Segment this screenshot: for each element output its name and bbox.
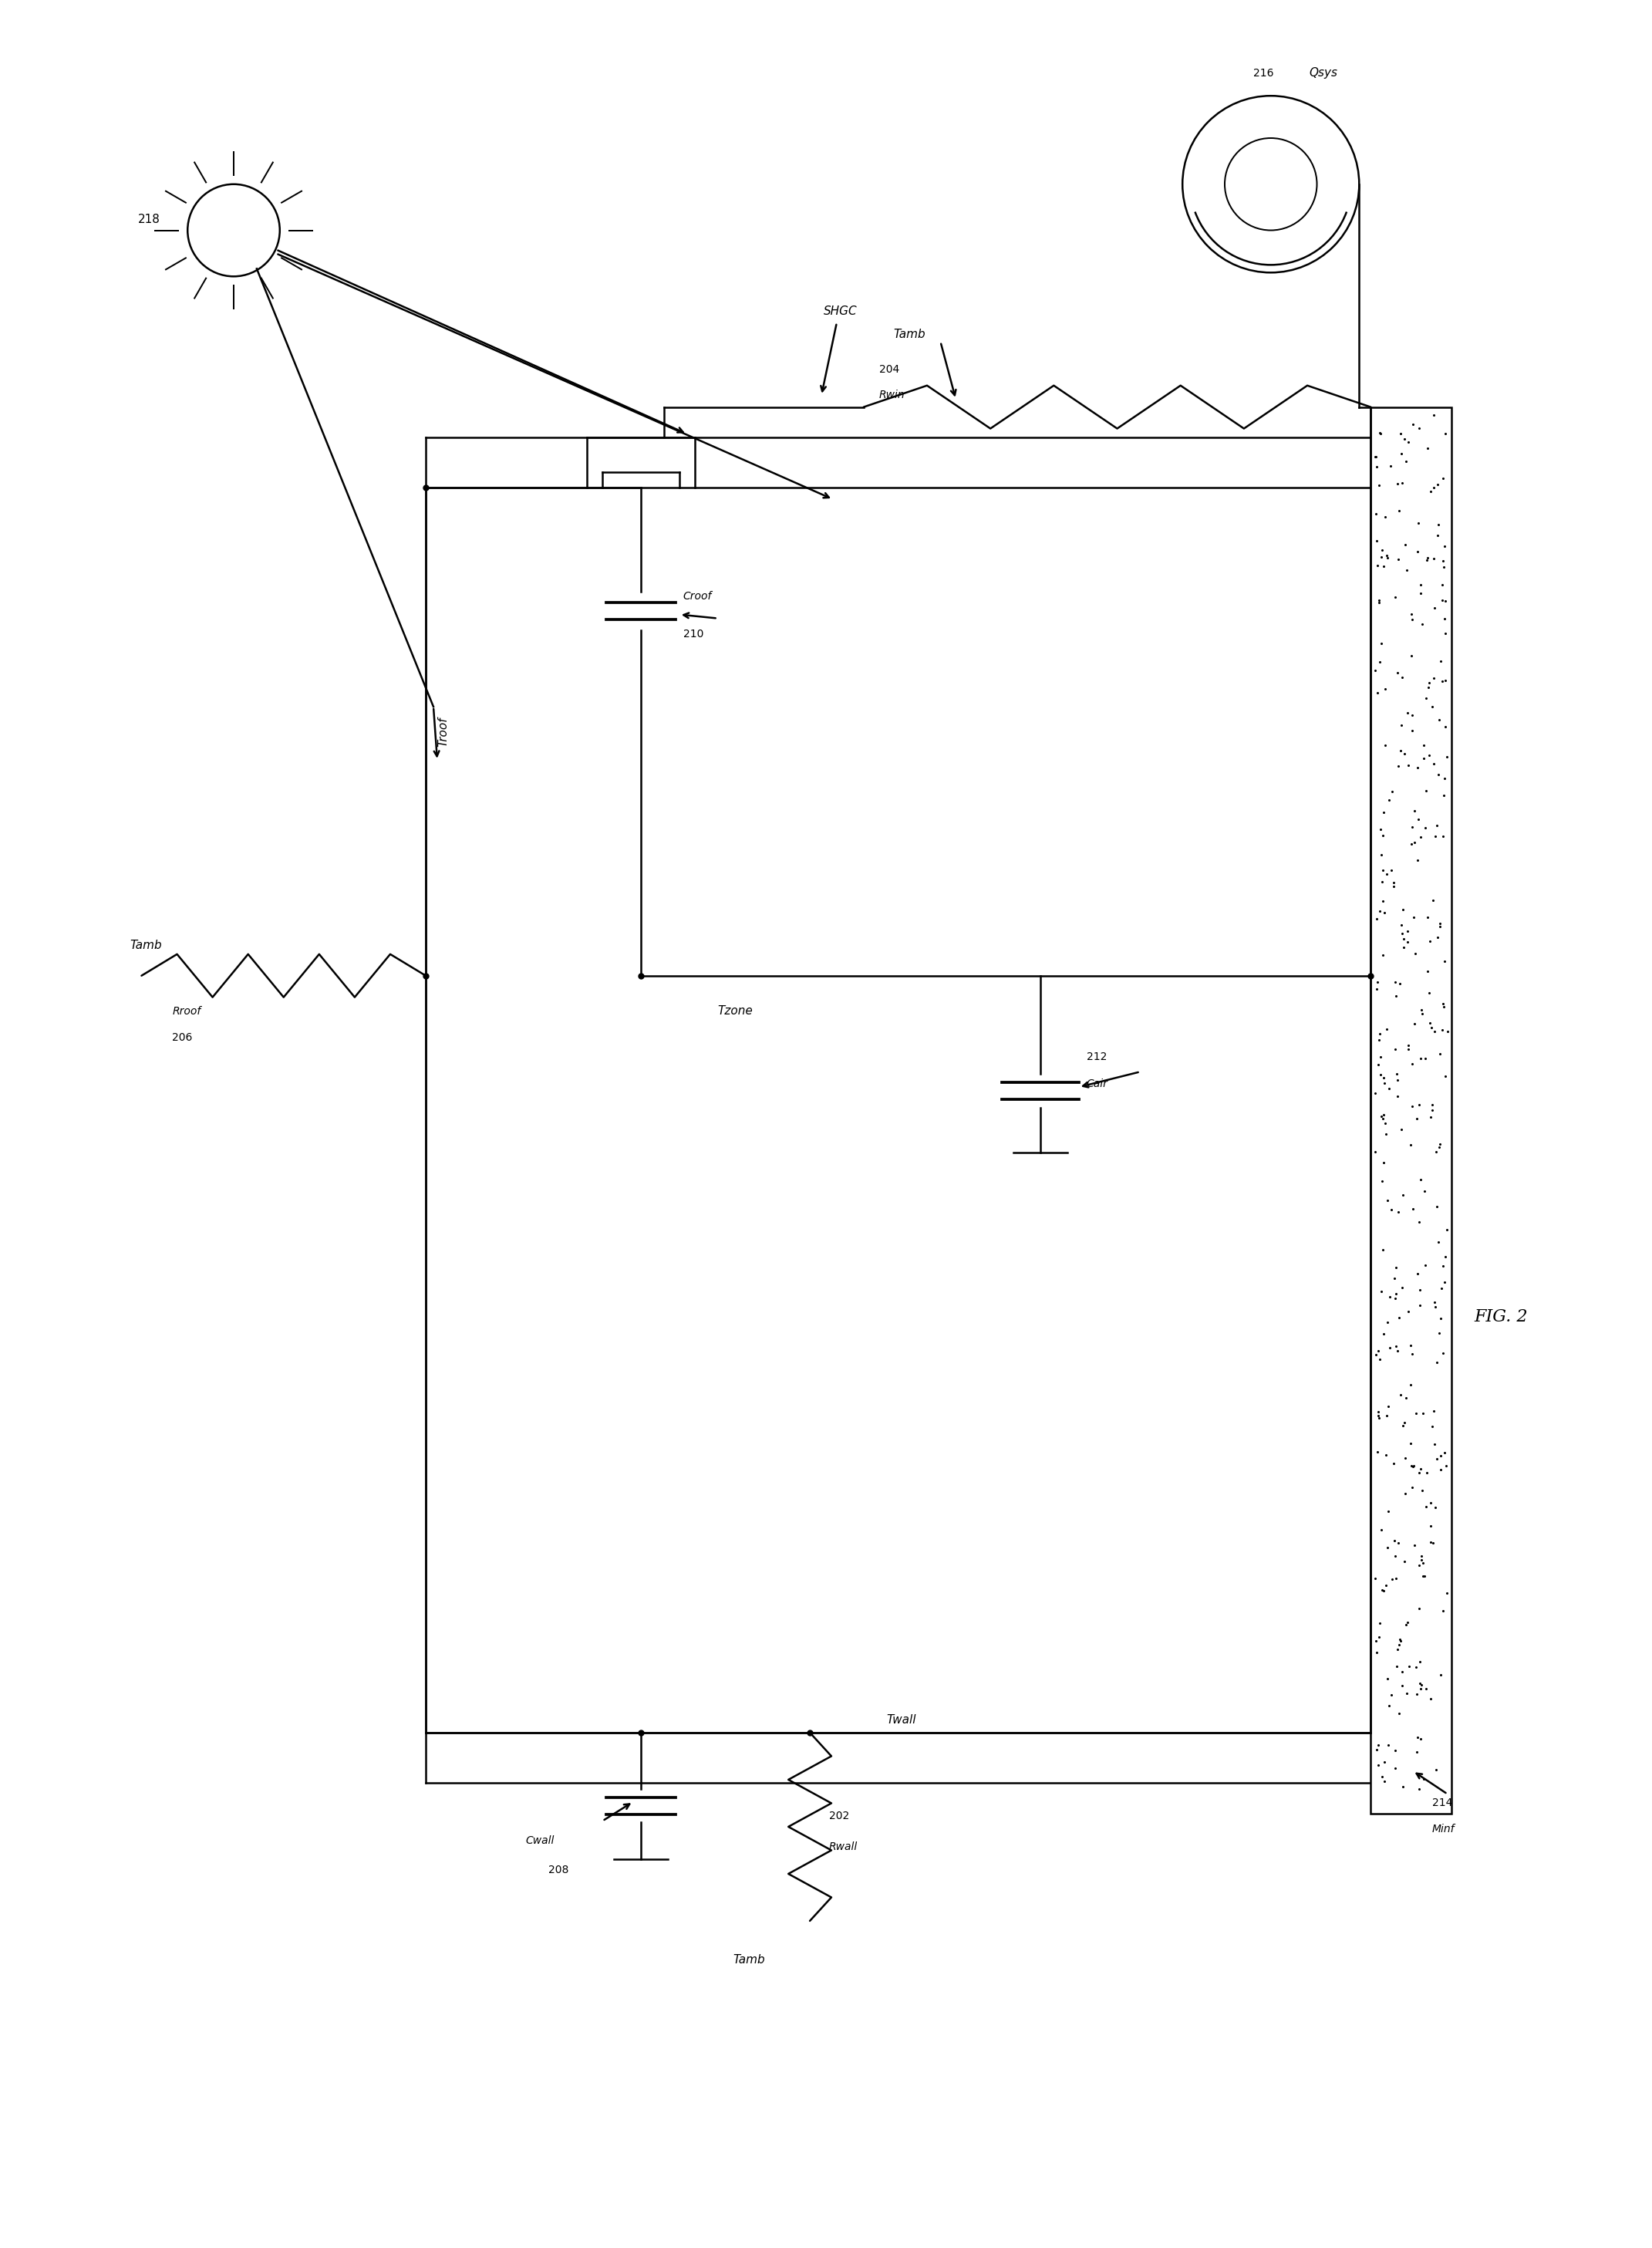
Text: 210: 210	[684, 629, 704, 641]
Bar	[1371, 407, 1452, 1814]
Text: 208: 208	[548, 1866, 568, 1875]
Text: Tamb: Tamb	[131, 940, 162, 951]
Text: 218: 218	[139, 214, 160, 225]
Text: 206: 206	[172, 1032, 193, 1043]
Text: Tamb: Tamb	[894, 328, 925, 339]
Text: 214: 214	[1432, 1796, 1452, 1807]
Text: Minf: Minf	[1432, 1823, 1455, 1834]
Text: Cair: Cair	[1087, 1079, 1108, 1090]
Text: Troof: Troof	[438, 717, 449, 746]
Text: Rroof: Rroof	[172, 1005, 202, 1016]
Text: Rwin: Rwin	[879, 389, 905, 400]
Text: Cwall: Cwall	[525, 1837, 555, 1846]
Text: 202: 202	[829, 1810, 849, 1821]
Text: 204: 204	[879, 364, 899, 375]
Text: Tamb: Tamb	[733, 1954, 765, 1965]
Text: 216: 216	[1252, 67, 1274, 79]
Text: Tzone: Tzone	[717, 1005, 753, 1016]
Text: Croof: Croof	[684, 591, 712, 602]
Text: 212: 212	[1087, 1052, 1107, 1063]
Text: FIG. 2: FIG. 2	[1475, 1308, 1528, 1326]
Text: SHGC: SHGC	[824, 306, 857, 317]
Text: Rwall: Rwall	[829, 1841, 857, 1852]
Text: Twall: Twall	[887, 1715, 917, 1726]
Text: Qsys: Qsys	[1310, 67, 1338, 79]
